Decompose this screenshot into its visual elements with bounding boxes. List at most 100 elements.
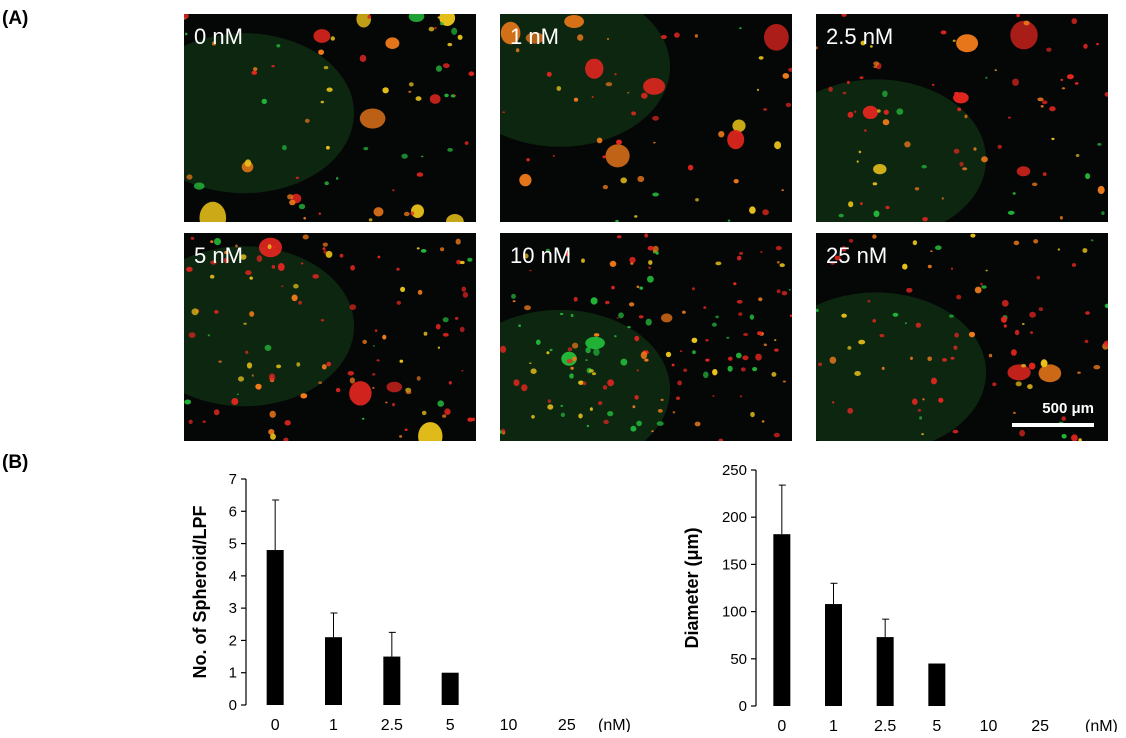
scale-bar xyxy=(1012,423,1094,427)
green-cell xyxy=(1012,192,1016,195)
red-cell xyxy=(705,339,709,342)
red-cell xyxy=(956,294,962,300)
red-cell xyxy=(347,371,354,376)
red-cell xyxy=(737,255,742,261)
red-cell xyxy=(683,368,688,372)
red-cell xyxy=(653,141,656,144)
red-cell xyxy=(1078,438,1082,441)
red-cell xyxy=(832,401,835,404)
red-cell xyxy=(757,331,763,336)
red-cell xyxy=(774,348,779,352)
red-cell xyxy=(1046,47,1052,52)
green-cell xyxy=(703,371,709,379)
red-cell xyxy=(566,359,573,364)
red-cell xyxy=(957,107,962,112)
red-cell xyxy=(789,314,792,317)
green-cell xyxy=(692,350,696,355)
red-cell xyxy=(524,305,531,311)
micrograph-texture xyxy=(184,14,475,222)
green-cell xyxy=(560,412,565,417)
x-tick-label: 25 xyxy=(1031,718,1049,732)
micrograph-0nm: 0 nM xyxy=(184,14,476,222)
red-cell xyxy=(359,54,367,63)
red-cell xyxy=(515,48,520,53)
red-cell xyxy=(758,297,763,302)
green-cell xyxy=(559,312,564,316)
red-cell xyxy=(269,410,276,418)
y-tick-label: 100 xyxy=(722,604,747,621)
x-tick-label: 25 xyxy=(558,717,576,732)
y-tick-label: 5 xyxy=(229,536,237,553)
red-cell xyxy=(1012,78,1019,86)
background-glow xyxy=(184,246,355,407)
red-cell xyxy=(718,438,724,441)
y-tick-label: 50 xyxy=(730,651,747,668)
red-cell xyxy=(320,100,324,104)
green-cell xyxy=(1097,143,1102,146)
red-cell xyxy=(1084,339,1089,344)
red-cell xyxy=(607,37,609,41)
red-cell xyxy=(212,41,216,46)
red-cell xyxy=(1038,364,1062,383)
red-cell xyxy=(295,176,300,179)
red-cell xyxy=(1007,116,1011,119)
red-cell xyxy=(1103,340,1108,347)
red-cell xyxy=(349,381,372,406)
red-cell xyxy=(245,270,252,276)
red-cell xyxy=(330,36,335,41)
background-glow xyxy=(500,14,670,147)
red-cell xyxy=(614,73,617,76)
red-cell xyxy=(841,246,847,252)
red-cell xyxy=(318,381,323,384)
red-cell xyxy=(214,310,219,314)
green-cell xyxy=(401,153,408,159)
green-cell xyxy=(873,210,880,218)
green-cell xyxy=(361,417,365,420)
red-cell xyxy=(408,82,414,87)
red-cell xyxy=(461,370,464,372)
red-cell xyxy=(927,264,932,269)
red-cell xyxy=(218,360,222,363)
red-cell xyxy=(224,251,229,254)
red-cell xyxy=(289,199,296,206)
green-cell xyxy=(590,297,598,305)
red-cell xyxy=(864,129,867,132)
red-cell xyxy=(417,289,423,295)
red-cell xyxy=(428,26,435,32)
green-cell xyxy=(981,285,987,289)
red-cell xyxy=(956,34,979,53)
red-cell xyxy=(1075,154,1080,157)
green-cell xyxy=(585,336,605,350)
red-cell xyxy=(763,343,767,347)
red-cell xyxy=(578,380,584,385)
red-cell xyxy=(1003,324,1007,328)
red-cell xyxy=(418,422,443,441)
red-cell xyxy=(339,253,344,258)
red-cell xyxy=(952,39,956,42)
green-cell xyxy=(935,245,942,250)
red-cell xyxy=(1071,434,1078,441)
red-cell xyxy=(1096,42,1099,46)
red-cell xyxy=(652,115,659,121)
red-cell xyxy=(703,306,707,309)
red-cell xyxy=(531,415,535,419)
green-cell xyxy=(620,358,628,366)
green-cell xyxy=(372,345,375,347)
red-cell xyxy=(1019,429,1025,437)
red-cell xyxy=(588,369,594,373)
red-cell xyxy=(1038,307,1044,311)
red-cell xyxy=(455,317,459,320)
red-cell xyxy=(552,154,555,157)
green-cell xyxy=(904,322,907,325)
red-cell xyxy=(1013,240,1020,246)
x-unit-label: (nM) xyxy=(598,717,631,732)
green-cell xyxy=(655,251,659,255)
red-cell xyxy=(651,430,654,433)
red-cell xyxy=(652,245,659,253)
green-cell xyxy=(437,400,444,407)
red-cell xyxy=(636,285,640,289)
red-cell xyxy=(546,71,552,77)
red-cell xyxy=(676,396,680,400)
red-cell xyxy=(582,381,587,386)
red-cell xyxy=(1085,311,1090,315)
